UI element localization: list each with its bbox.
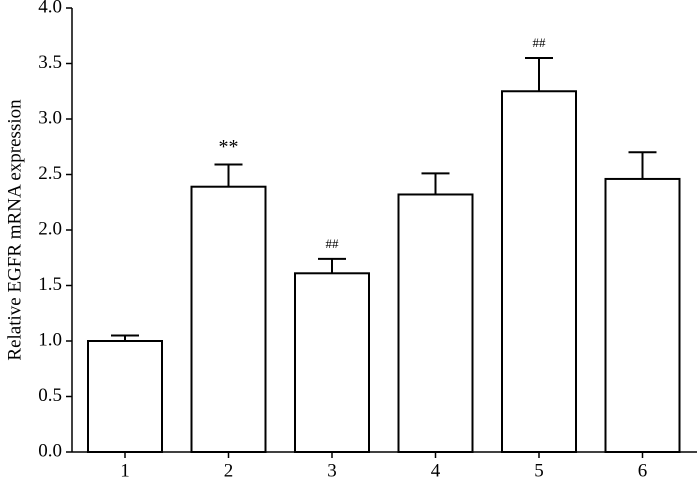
x-tick-label: 6: [638, 460, 648, 481]
bar: [604, 177, 681, 453]
bar: [87, 340, 163, 453]
y-tick-label: 2.5: [38, 163, 62, 184]
x-tick-label: 5: [534, 460, 544, 481]
bar: [294, 272, 370, 454]
x-tick-label: 3: [327, 460, 337, 481]
y-tick-label: 3.5: [38, 52, 62, 73]
bar: [190, 185, 267, 454]
y-tick-label: 3.0: [38, 107, 62, 128]
y-tick-label: 0.5: [38, 385, 62, 406]
x-tick-label: 4: [431, 460, 441, 481]
bar: [501, 90, 577, 453]
x-tick-label: 1: [120, 460, 130, 481]
y-tick-label: 2.0: [38, 218, 62, 239]
annotation: **: [219, 136, 239, 158]
y-tick-label: 4.0: [38, 0, 62, 17]
y-tick-label: 0.0: [38, 440, 62, 461]
annotation: ##: [326, 236, 340, 251]
bar: [397, 193, 474, 453]
annotation: ##: [533, 35, 547, 50]
y-tick-label: 1.0: [38, 329, 62, 350]
y-tick-label: 1.5: [38, 274, 62, 295]
x-tick-label: 2: [224, 460, 234, 481]
y-axis-label: Relative EGFR mRNA expression: [4, 99, 25, 361]
